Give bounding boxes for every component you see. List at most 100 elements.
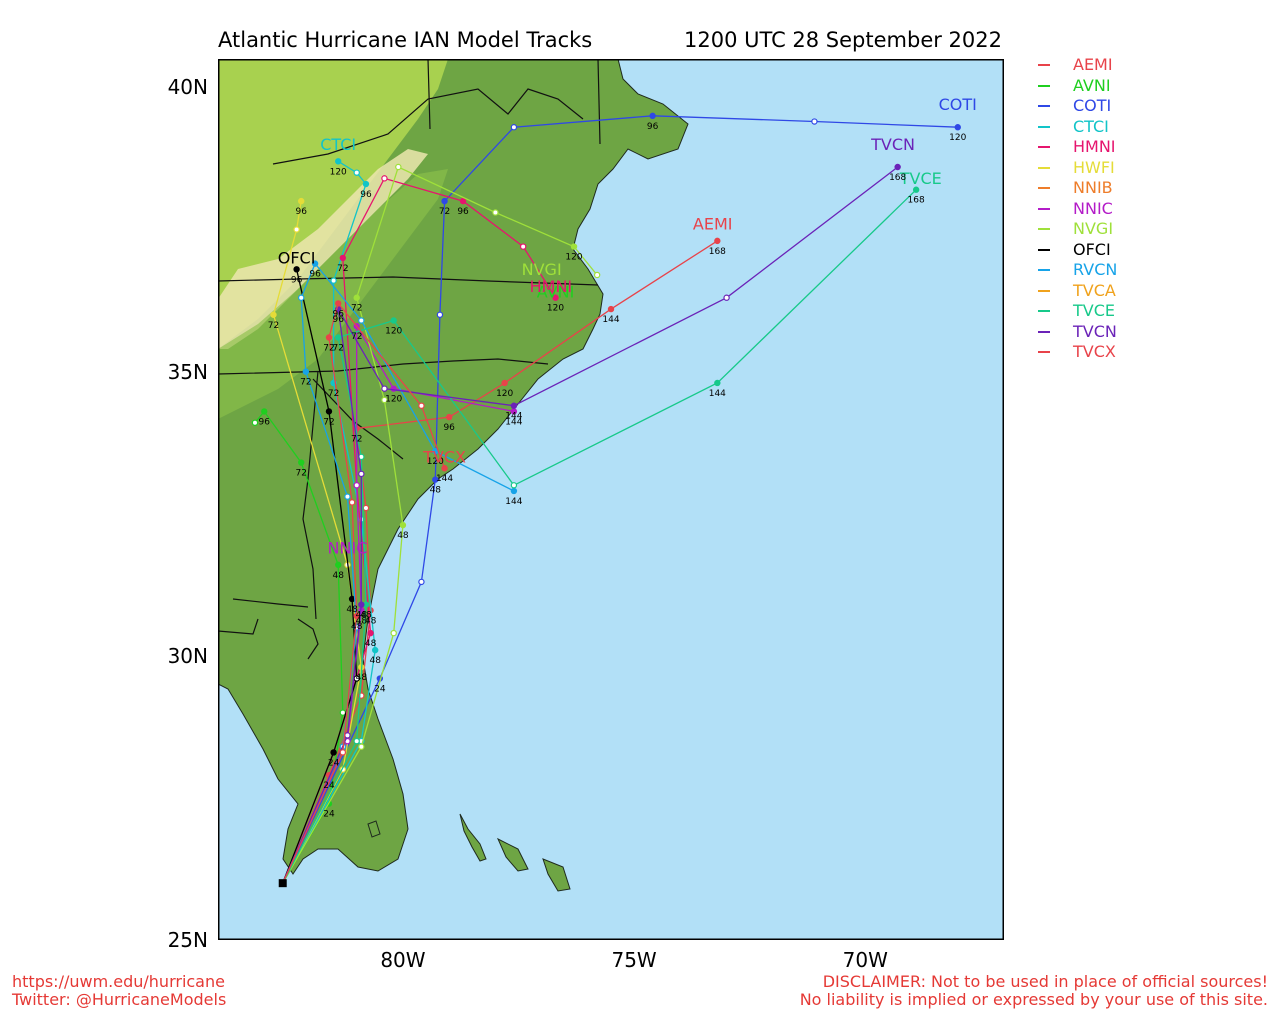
forecast-hour-label: 72 — [300, 378, 311, 388]
track-point-tvce — [390, 317, 397, 324]
forecast-hour-label: 48 — [397, 531, 409, 541]
forecast-hour-label: 96 — [647, 122, 659, 132]
track-point-hmni — [367, 629, 374, 637]
forecast-hour-label: 96 — [291, 275, 303, 285]
forecast-hour-label: 48 — [356, 611, 368, 621]
track-point-hmni — [381, 175, 388, 182]
lat-tick-label: 40N — [167, 75, 208, 100]
disclaimer-text: DISCLAIMER: Not to be used in place of o… — [822, 972, 1268, 991]
track-point-tvcn — [381, 385, 388, 392]
forecast-hour-label: 144 — [505, 412, 522, 422]
legend-label: TVCA — [1073, 280, 1116, 300]
mountains — [218, 149, 428, 349]
track-map: 24 48 72 96 120 144 168 AEMI 24 48 72 96 AVNI 24 48 72 9… — [218, 59, 1004, 940]
forecast-hour-label: 96 — [443, 423, 455, 433]
forecast-hour-label: 48 — [365, 639, 377, 649]
track-point-ctci — [371, 646, 379, 654]
chart-title: Atlantic Hurricane IAN Model Tracks — [218, 28, 593, 52]
lon-tick-label: 80W — [380, 948, 426, 972]
forecast-hour-label: 48 — [356, 673, 368, 683]
track-point-nnic — [353, 482, 360, 489]
track-point-ofci — [325, 408, 333, 415]
track-point-avni — [335, 561, 342, 569]
track-point-rvcn — [510, 487, 518, 495]
footer-links: https://uwm.edu/hurricane Twitter: @Hurr… — [12, 973, 226, 1009]
track-point-aemi — [501, 379, 508, 387]
track-point-tvce — [353, 737, 360, 745]
legend-label: OFCI — [1073, 239, 1111, 259]
track-point-tvcx — [353, 612, 360, 620]
lat-tick-label: 30N — [167, 643, 208, 668]
track-point-hwfi — [298, 197, 305, 205]
track-point-rvcn — [358, 317, 365, 324]
forecast-hour-label: 72 — [332, 344, 343, 354]
track-point-tvcx — [348, 499, 356, 506]
legend-label: HWFI — [1073, 157, 1115, 177]
track-point-hmni — [519, 243, 527, 250]
track-point-ofci — [348, 595, 356, 603]
legend-swatch — [1038, 64, 1050, 66]
track-point-tvce — [335, 334, 342, 341]
track-point-nvgi — [390, 629, 397, 637]
track-point-coti — [418, 578, 425, 586]
track-point-tvcx — [325, 334, 333, 341]
forecast-hour-label: 72 — [351, 332, 362, 342]
track-point-tvcn — [358, 601, 365, 608]
forecast-hour-label: 24 — [328, 758, 340, 768]
legend-swatch — [1038, 248, 1050, 251]
forecast-hour-label: 48 — [360, 611, 372, 621]
lat-tick-label: 25N — [167, 928, 208, 952]
legend-label: TVCX — [1073, 342, 1116, 361]
track-point-tvcn — [723, 294, 730, 301]
legend-swatch — [1038, 207, 1050, 210]
track-point-aemi — [362, 504, 370, 512]
track-label-nnic: NNIC — [328, 538, 368, 557]
islands — [367, 813, 571, 892]
forecast-hour-label: 72 — [268, 321, 279, 331]
legend-label: CTCI — [1073, 116, 1109, 136]
track-point-nvgi — [358, 743, 365, 750]
track-point-tvcn — [344, 732, 351, 739]
forecast-hour-label: 144 — [505, 497, 522, 507]
track-point-tvcx — [418, 402, 425, 409]
track-point-coti — [510, 124, 518, 131]
legend-swatch — [1038, 125, 1050, 128]
track-point-aemi — [445, 413, 453, 421]
forecast-hour-label: 72 — [337, 264, 348, 274]
legend-swatch — [1038, 228, 1050, 230]
track-point-coti — [441, 197, 448, 205]
track-point-tvcx — [339, 749, 347, 756]
forecast-hour-label: 24 — [374, 685, 386, 695]
track-label-tvcn: TVCN — [870, 135, 915, 154]
forecast-hour-label: 168 — [908, 196, 925, 206]
track-point-ctci — [335, 158, 342, 165]
track-point-nvgi — [353, 294, 360, 301]
lon-tick-label: 70W — [842, 948, 888, 972]
track-point-rvcn — [311, 260, 319, 267]
forecast-hour-label: 96 — [360, 190, 372, 200]
track-point-hwfi — [270, 311, 277, 318]
track-point-hwfi — [293, 226, 300, 233]
legend-swatch — [1038, 84, 1050, 87]
track-point-tvce — [714, 379, 721, 387]
tracks — [251, 112, 961, 884]
source-url[interactable]: https://uwm.edu/hurricane — [12, 972, 225, 991]
forecast-hour-label: 48 — [332, 571, 344, 581]
track-point-aemi — [607, 305, 615, 313]
legend-label: TVCN — [1073, 321, 1117, 341]
track-line-tvcx — [282, 302, 446, 884]
track-label-tvcx: TVCX — [422, 448, 466, 467]
forecast-hour-label: 48 — [346, 605, 358, 615]
forecast-hour-label: 72 — [323, 344, 334, 354]
forecast-hour-label: 120 — [949, 133, 966, 143]
legend-label: NVGI — [1073, 219, 1114, 238]
twitter-handle[interactable]: Twitter: @HurricaneModels — [12, 990, 227, 1009]
forecast-hour-label: 72 — [295, 469, 306, 479]
lat-tick-label: 35N — [167, 359, 208, 384]
track-point-coti — [649, 112, 656, 120]
footer-disclaimer: DISCLAIMER: Not to be used in place of o… — [800, 973, 1268, 1009]
forecast-hour-label: 24 — [323, 781, 335, 791]
track-label-nvgi: NVGI — [522, 260, 562, 279]
forecast-hour-label: 72 — [323, 417, 334, 427]
forecast-hour-label: 48 — [430, 486, 442, 496]
